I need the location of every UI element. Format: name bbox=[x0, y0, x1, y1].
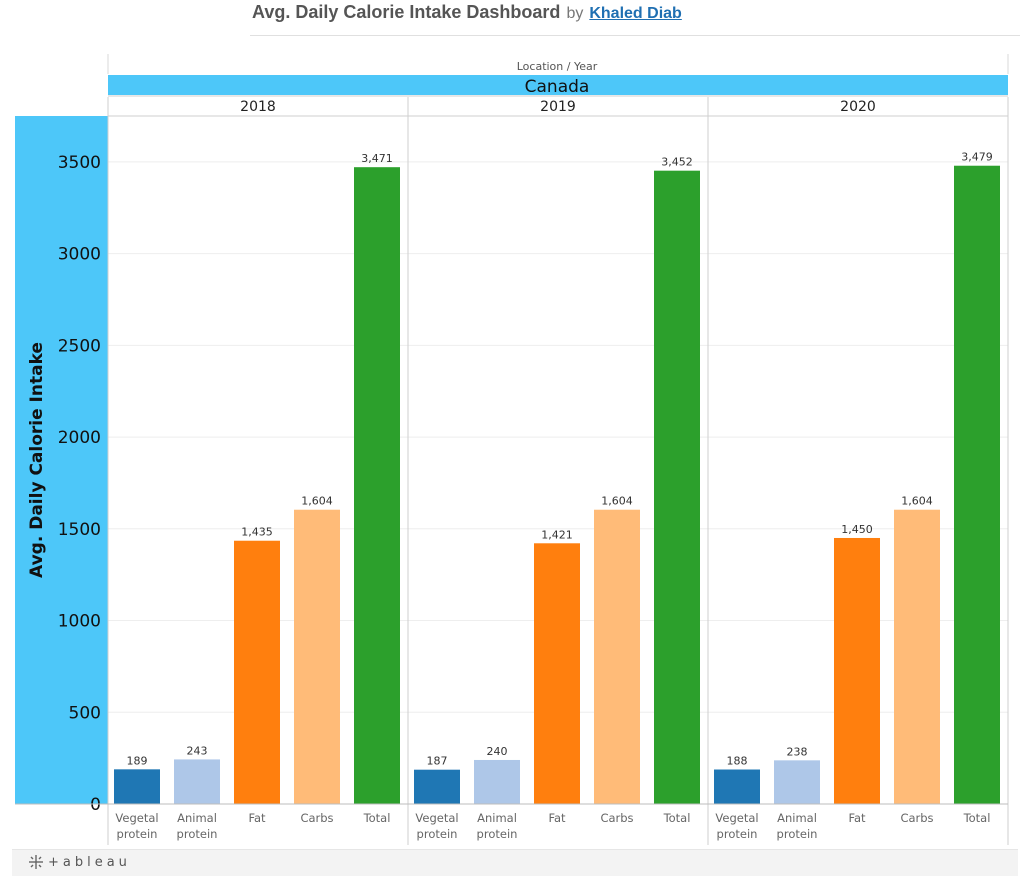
year-header: 2019 bbox=[540, 99, 576, 115]
x-tick-label: Vegetal bbox=[715, 811, 758, 825]
y-tick-label: 1500 bbox=[58, 520, 101, 540]
bar-value-label: 187 bbox=[427, 755, 448, 768]
tableau-logo[interactable]: +ableau bbox=[28, 854, 131, 870]
bar bbox=[894, 509, 940, 804]
bar-value-label: 1,435 bbox=[241, 526, 273, 539]
bar bbox=[594, 509, 640, 804]
year-header: 2018 bbox=[240, 99, 276, 115]
bar-value-label: 238 bbox=[787, 745, 808, 758]
x-tick-label: Carbs bbox=[300, 811, 333, 825]
bar bbox=[534, 543, 580, 804]
x-tick-label: Carbs bbox=[900, 811, 933, 825]
bar-value-label: 1,421 bbox=[541, 528, 573, 541]
x-tick-label: Animal bbox=[777, 811, 817, 825]
y-axis-title: Avg. Daily Calorie Intake bbox=[27, 342, 47, 578]
bar-value-label: 189 bbox=[127, 754, 148, 767]
x-tick-label: protein bbox=[417, 827, 458, 841]
dashboard-title: Avg. Daily Calorie Intake Dashboard bbox=[252, 2, 561, 22]
year-header: 2020 bbox=[840, 99, 876, 115]
bar-value-label: 1,604 bbox=[301, 495, 333, 508]
bar bbox=[474, 759, 520, 804]
x-tick-label: Total bbox=[363, 811, 391, 825]
bar bbox=[414, 769, 460, 804]
y-axis-band bbox=[15, 116, 108, 804]
bar-value-label: 3,452 bbox=[661, 156, 693, 169]
bar-value-label: 1,450 bbox=[841, 523, 873, 536]
x-tick-label: Vegetal bbox=[415, 811, 458, 825]
bar bbox=[774, 760, 820, 804]
x-tick-label: protein bbox=[777, 827, 818, 841]
location-band bbox=[108, 75, 1008, 95]
footer-bar: +ableau bbox=[12, 849, 1018, 876]
x-tick-label: protein bbox=[177, 827, 218, 841]
dashboard-header: Avg. Daily Calorie Intake Dashboard by K… bbox=[252, 2, 682, 26]
calorie-bar-chart: Location / Year Canada Avg. Daily Calorie … bbox=[15, 54, 1009, 845]
title-by-text: by bbox=[566, 5, 584, 22]
bar-value-label: 1,604 bbox=[601, 495, 633, 508]
x-tick-label: protein bbox=[717, 827, 758, 841]
x-tick-label: Animal bbox=[177, 811, 217, 825]
x-tick-label: Total bbox=[963, 811, 991, 825]
bar-value-label: 240 bbox=[487, 745, 508, 758]
y-tick-label: 2500 bbox=[58, 336, 101, 356]
y-tick-label: 1000 bbox=[58, 612, 101, 632]
column-header-label: Location / Year bbox=[517, 60, 598, 73]
bar bbox=[954, 165, 1000, 804]
x-tick-label: protein bbox=[477, 827, 518, 841]
x-tick-label: Fat bbox=[548, 811, 566, 825]
bar bbox=[354, 167, 400, 804]
header-divider bbox=[250, 35, 1020, 36]
location-label: Canada bbox=[525, 77, 590, 97]
bar bbox=[234, 540, 280, 804]
x-tick-label: protein bbox=[117, 827, 158, 841]
x-tick-label: Vegetal bbox=[115, 811, 158, 825]
bar-value-label: 243 bbox=[187, 744, 208, 757]
bar bbox=[714, 769, 760, 804]
y-tick-label: 3000 bbox=[58, 245, 101, 265]
y-tick-label: 2000 bbox=[58, 428, 101, 448]
y-tick-label: 500 bbox=[69, 703, 101, 723]
x-tick-label: Animal bbox=[477, 811, 517, 825]
x-tick-label: Fat bbox=[248, 811, 266, 825]
tableau-plus-icon bbox=[29, 855, 43, 869]
x-tick-label: Carbs bbox=[600, 811, 633, 825]
x-tick-label: Total bbox=[663, 811, 691, 825]
bar-value-label: 1,604 bbox=[901, 495, 933, 508]
y-tick-label: 0 bbox=[90, 795, 101, 815]
bar bbox=[834, 537, 880, 804]
bar-value-label: 188 bbox=[727, 755, 748, 768]
author-link[interactable]: Khaled Diab bbox=[589, 5, 682, 22]
bar-value-label: 3,471 bbox=[361, 152, 393, 165]
bar bbox=[114, 769, 160, 804]
y-tick-label: 3500 bbox=[58, 153, 101, 173]
bar bbox=[654, 170, 700, 804]
bar bbox=[294, 509, 340, 804]
tableau-brand-text: +ableau bbox=[48, 854, 131, 870]
bar bbox=[174, 759, 220, 804]
bar-value-label: 3,479 bbox=[961, 151, 993, 164]
x-tick-label: Fat bbox=[848, 811, 866, 825]
